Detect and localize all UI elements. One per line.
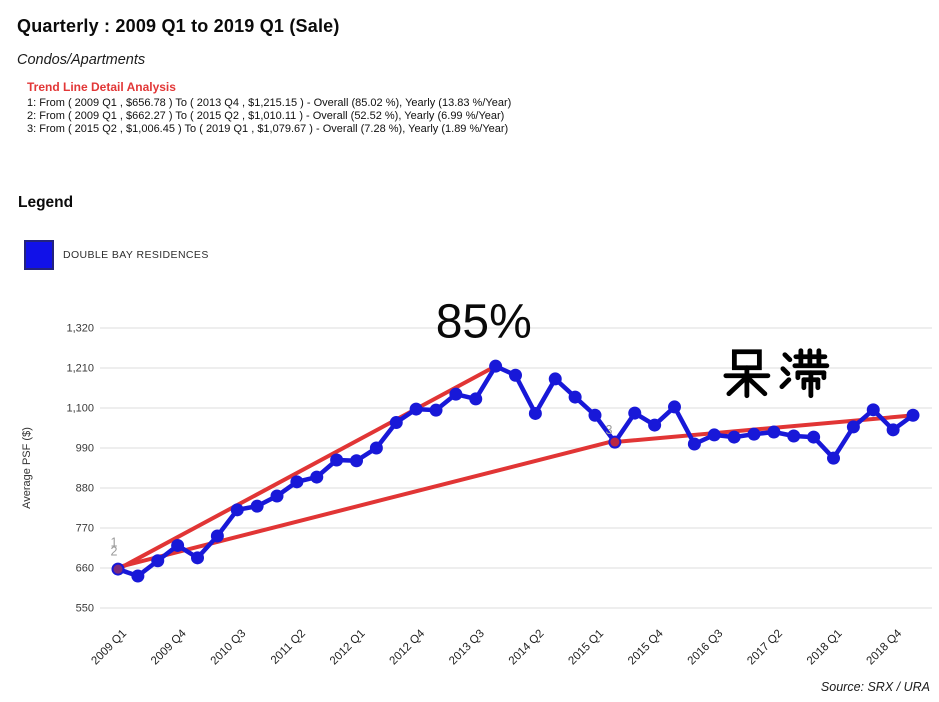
x-tick-label: 2009 Q4 [149, 627, 189, 667]
data-point[interactable] [648, 418, 662, 432]
property-type-subtitle: Condos/Apartments [17, 52, 146, 68]
data-point[interactable] [628, 406, 642, 420]
trend-number-label-1: 1 [111, 536, 118, 550]
data-point[interactable] [906, 408, 920, 422]
trend-analysis-block: Trend Line Detail Analysis 1: From ( 200… [27, 80, 511, 136]
trend-analysis-heading: Trend Line Detail Analysis [27, 80, 176, 94]
data-point[interactable] [548, 372, 562, 386]
data-point[interactable] [787, 429, 801, 443]
legend-swatch-icon [24, 240, 54, 270]
legend-heading: Legend [18, 194, 74, 211]
data-point[interactable] [687, 437, 701, 451]
gain-annotation: 85% [436, 295, 532, 348]
trend-analysis-line-3: 3: From ( 2015 Q2 , $1,006.45 ) To ( 201… [27, 123, 509, 135]
data-point[interactable] [210, 529, 224, 543]
data-point[interactable] [230, 503, 244, 517]
data-point[interactable] [767, 425, 781, 439]
x-tick-label: 2009 Q1 [89, 628, 129, 668]
data-point[interactable] [191, 551, 204, 565]
x-tick-label: 2012 Q1 [328, 628, 368, 668]
stagnant-annotation [723, 348, 830, 399]
y-tick-label: 770 [76, 523, 94, 535]
trend-analysis-line-1: 1: From ( 2009 Q1 , $656.78 ) To ( 2013 … [27, 97, 512, 109]
y-axis-title: Average PSF ($) [21, 427, 33, 509]
data-point[interactable] [846, 420, 860, 434]
legend-item: DOUBLE BAY RESIDENCES [24, 240, 209, 270]
data-point[interactable] [270, 489, 284, 503]
y-tick-label: 990 [76, 443, 94, 455]
data-point[interactable] [707, 428, 721, 442]
x-tick-label: 2012 Q4 [388, 627, 428, 667]
data-point[interactable] [528, 406, 542, 420]
data-point[interactable] [330, 453, 344, 467]
x-tick-label: 2015 Q4 [626, 627, 666, 667]
data-point[interactable] [469, 392, 483, 406]
y-tick-label: 880 [76, 483, 94, 495]
data-point[interactable] [449, 387, 463, 401]
y-tick-label: 660 [76, 563, 94, 575]
data-point[interactable] [369, 441, 383, 455]
data-point[interactable] [310, 470, 324, 484]
data-point[interactable] [131, 569, 145, 583]
y-tick-label: 1,100 [66, 403, 94, 415]
data-point[interactable] [568, 390, 582, 404]
trend-line-1 [116, 364, 498, 572]
y-tick-label: 1,210 [66, 363, 94, 375]
y-tick-label: 550 [76, 603, 94, 615]
y-tick-label: 1,320 [66, 323, 94, 335]
data-point[interactable] [866, 403, 880, 417]
legend-label: DOUBLE BAY RESIDENCES [63, 249, 209, 261]
data-point[interactable] [290, 475, 304, 489]
data-point[interactable] [389, 416, 403, 430]
data-point[interactable] [429, 403, 443, 417]
page-title: Quarterly : 2009 Q1 to 2019 Q1 (Sale) [17, 16, 340, 36]
data-point[interactable] [350, 454, 363, 468]
data-point[interactable] [588, 408, 602, 422]
data-point[interactable] [509, 368, 522, 382]
trend-number-label-3: 3 [606, 423, 613, 437]
trend-endpoint-dot [610, 437, 620, 447]
x-tick-label: 2018 Q4 [865, 627, 905, 667]
x-tick-label: 2011 Q2 [269, 628, 308, 667]
data-point[interactable] [171, 538, 185, 552]
data-point[interactable] [151, 554, 165, 568]
source-credit: Source: SRX / URA [820, 680, 930, 694]
data-point[interactable] [489, 359, 503, 373]
data-point[interactable] [807, 430, 821, 444]
trend-analysis-line-2: 2: From ( 2009 Q1 , $662.27 ) To ( 2015 … [27, 110, 505, 122]
trend-number-label-2: 2 [111, 545, 118, 559]
data-point[interactable] [827, 451, 840, 465]
data-point[interactable] [727, 430, 741, 444]
x-tick-label: 2015 Q1 [566, 628, 606, 668]
x-tick-label: 2018 Q1 [805, 628, 845, 668]
trend-line-2 [116, 438, 617, 570]
x-tick-label: 2016 Q3 [686, 628, 726, 668]
x-tick-label: 2017 Q2 [745, 628, 785, 668]
data-point[interactable] [250, 499, 264, 513]
x-tick-label: 2013 Q3 [447, 628, 487, 668]
data-point[interactable] [668, 400, 681, 414]
x-tick-label: 2010 Q3 [209, 628, 249, 668]
data-point[interactable] [409, 402, 423, 416]
data-point[interactable] [747, 427, 761, 441]
data-point[interactable] [886, 423, 900, 437]
series-line [117, 363, 915, 579]
x-tick-label: 2014 Q2 [507, 628, 547, 668]
trend-endpoint-dot [113, 564, 123, 574]
